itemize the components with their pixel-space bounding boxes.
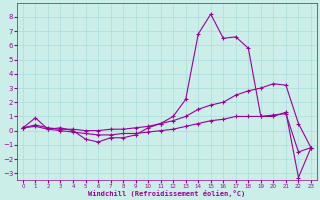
X-axis label: Windchill (Refroidissement éolien,°C): Windchill (Refroidissement éolien,°C): [88, 190, 245, 197]
